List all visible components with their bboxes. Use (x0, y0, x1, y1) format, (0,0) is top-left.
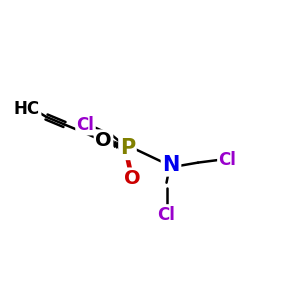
Text: O: O (95, 131, 112, 150)
Text: Cl: Cl (76, 116, 94, 134)
Text: O: O (124, 169, 140, 188)
Text: HC: HC (14, 100, 40, 118)
Text: Cl: Cl (218, 151, 236, 169)
Text: P: P (120, 139, 135, 158)
Text: N: N (162, 155, 180, 175)
Text: Cl: Cl (158, 206, 175, 224)
